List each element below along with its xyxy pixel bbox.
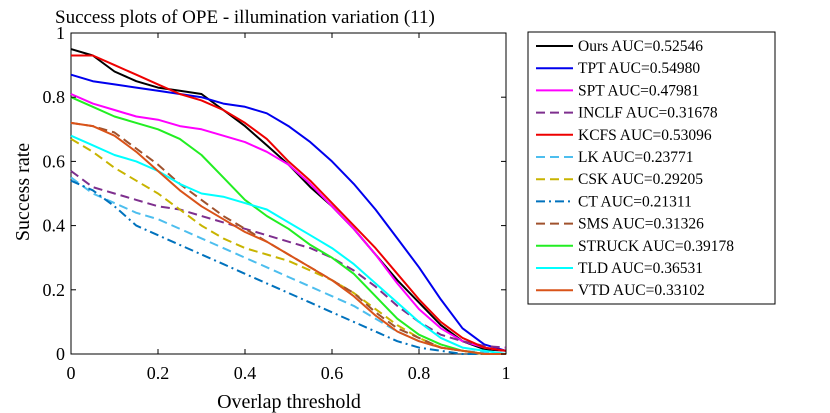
x-tick-label: 0.4 — [234, 363, 257, 383]
series-line-spt — [70, 93, 507, 352]
chart-title: Success plots of OPE - illumination vari… — [55, 7, 435, 28]
legend-label-tpt: TPT AUC=0.54980 — [578, 60, 700, 77]
legend-label-lk: LK AUC=0.23771 — [578, 149, 694, 166]
y-tick-label: 1 — [56, 23, 65, 43]
y-tick-label: 0 — [56, 344, 65, 364]
series-line-tpt — [70, 73, 507, 352]
legend-label-ours: Ours AUC=0.52546 — [578, 38, 703, 55]
plot-area-frame — [70, 32, 507, 355]
series-line-struck — [70, 96, 506, 355]
x-tick-label: 0.6 — [321, 363, 344, 383]
axis-ticks: 0 0.2 0.4 0.6 0.8 1 0 0.2 0.4 0.6 0.8 1 — [43, 23, 511, 383]
x-tick-label: 0 — [67, 363, 76, 383]
y-tick-label: 0.2 — [43, 280, 66, 300]
series-layer — [70, 48, 507, 355]
legend-label-vtd: VTD AUC=0.33102 — [578, 282, 705, 299]
legend-box — [527, 31, 776, 305]
legend-label-struck: STRUCK AUC=0.39178 — [578, 238, 734, 255]
legend-label-spt: SPT AUC=0.47981 — [578, 82, 699, 99]
x-tick-label: 1 — [502, 363, 511, 383]
series-line-csk — [70, 138, 506, 355]
legend-label-kcfs: KCFS AUC=0.53096 — [578, 127, 712, 144]
series-line-inclf — [70, 170, 507, 349]
series-line-kcfs — [71, 54, 507, 352]
y-tick-label: 0.4 — [43, 216, 66, 236]
series-line-sms — [70, 121, 506, 355]
y-axis-label: Success rate — [12, 143, 34, 241]
legend-label-sms: SMS AUC=0.31326 — [578, 216, 704, 233]
legend-label-ct: CT AUC=0.21311 — [578, 193, 692, 210]
y-tick-label: 0.6 — [43, 151, 66, 171]
legend: Ours AUC=0.52546 TPT AUC=0.54980 SPT AUC=0… — [527, 31, 776, 305]
x-tick-label: 0.2 — [147, 363, 170, 383]
legend-label-tld: TLD AUC=0.36531 — [578, 260, 703, 277]
series-line-ct — [70, 179, 506, 355]
x-axis-label: Overlap threshold — [217, 391, 361, 413]
legend-label-csk: CSK AUC=0.29205 — [578, 171, 703, 188]
series-line-tld — [70, 134, 507, 355]
legend-label-inclf: INCLF AUC=0.31678 — [578, 105, 718, 122]
y-tick-label: 0.8 — [43, 87, 66, 107]
x-tick-label: 0.8 — [408, 363, 431, 383]
series-line-vtd — [70, 121, 506, 355]
